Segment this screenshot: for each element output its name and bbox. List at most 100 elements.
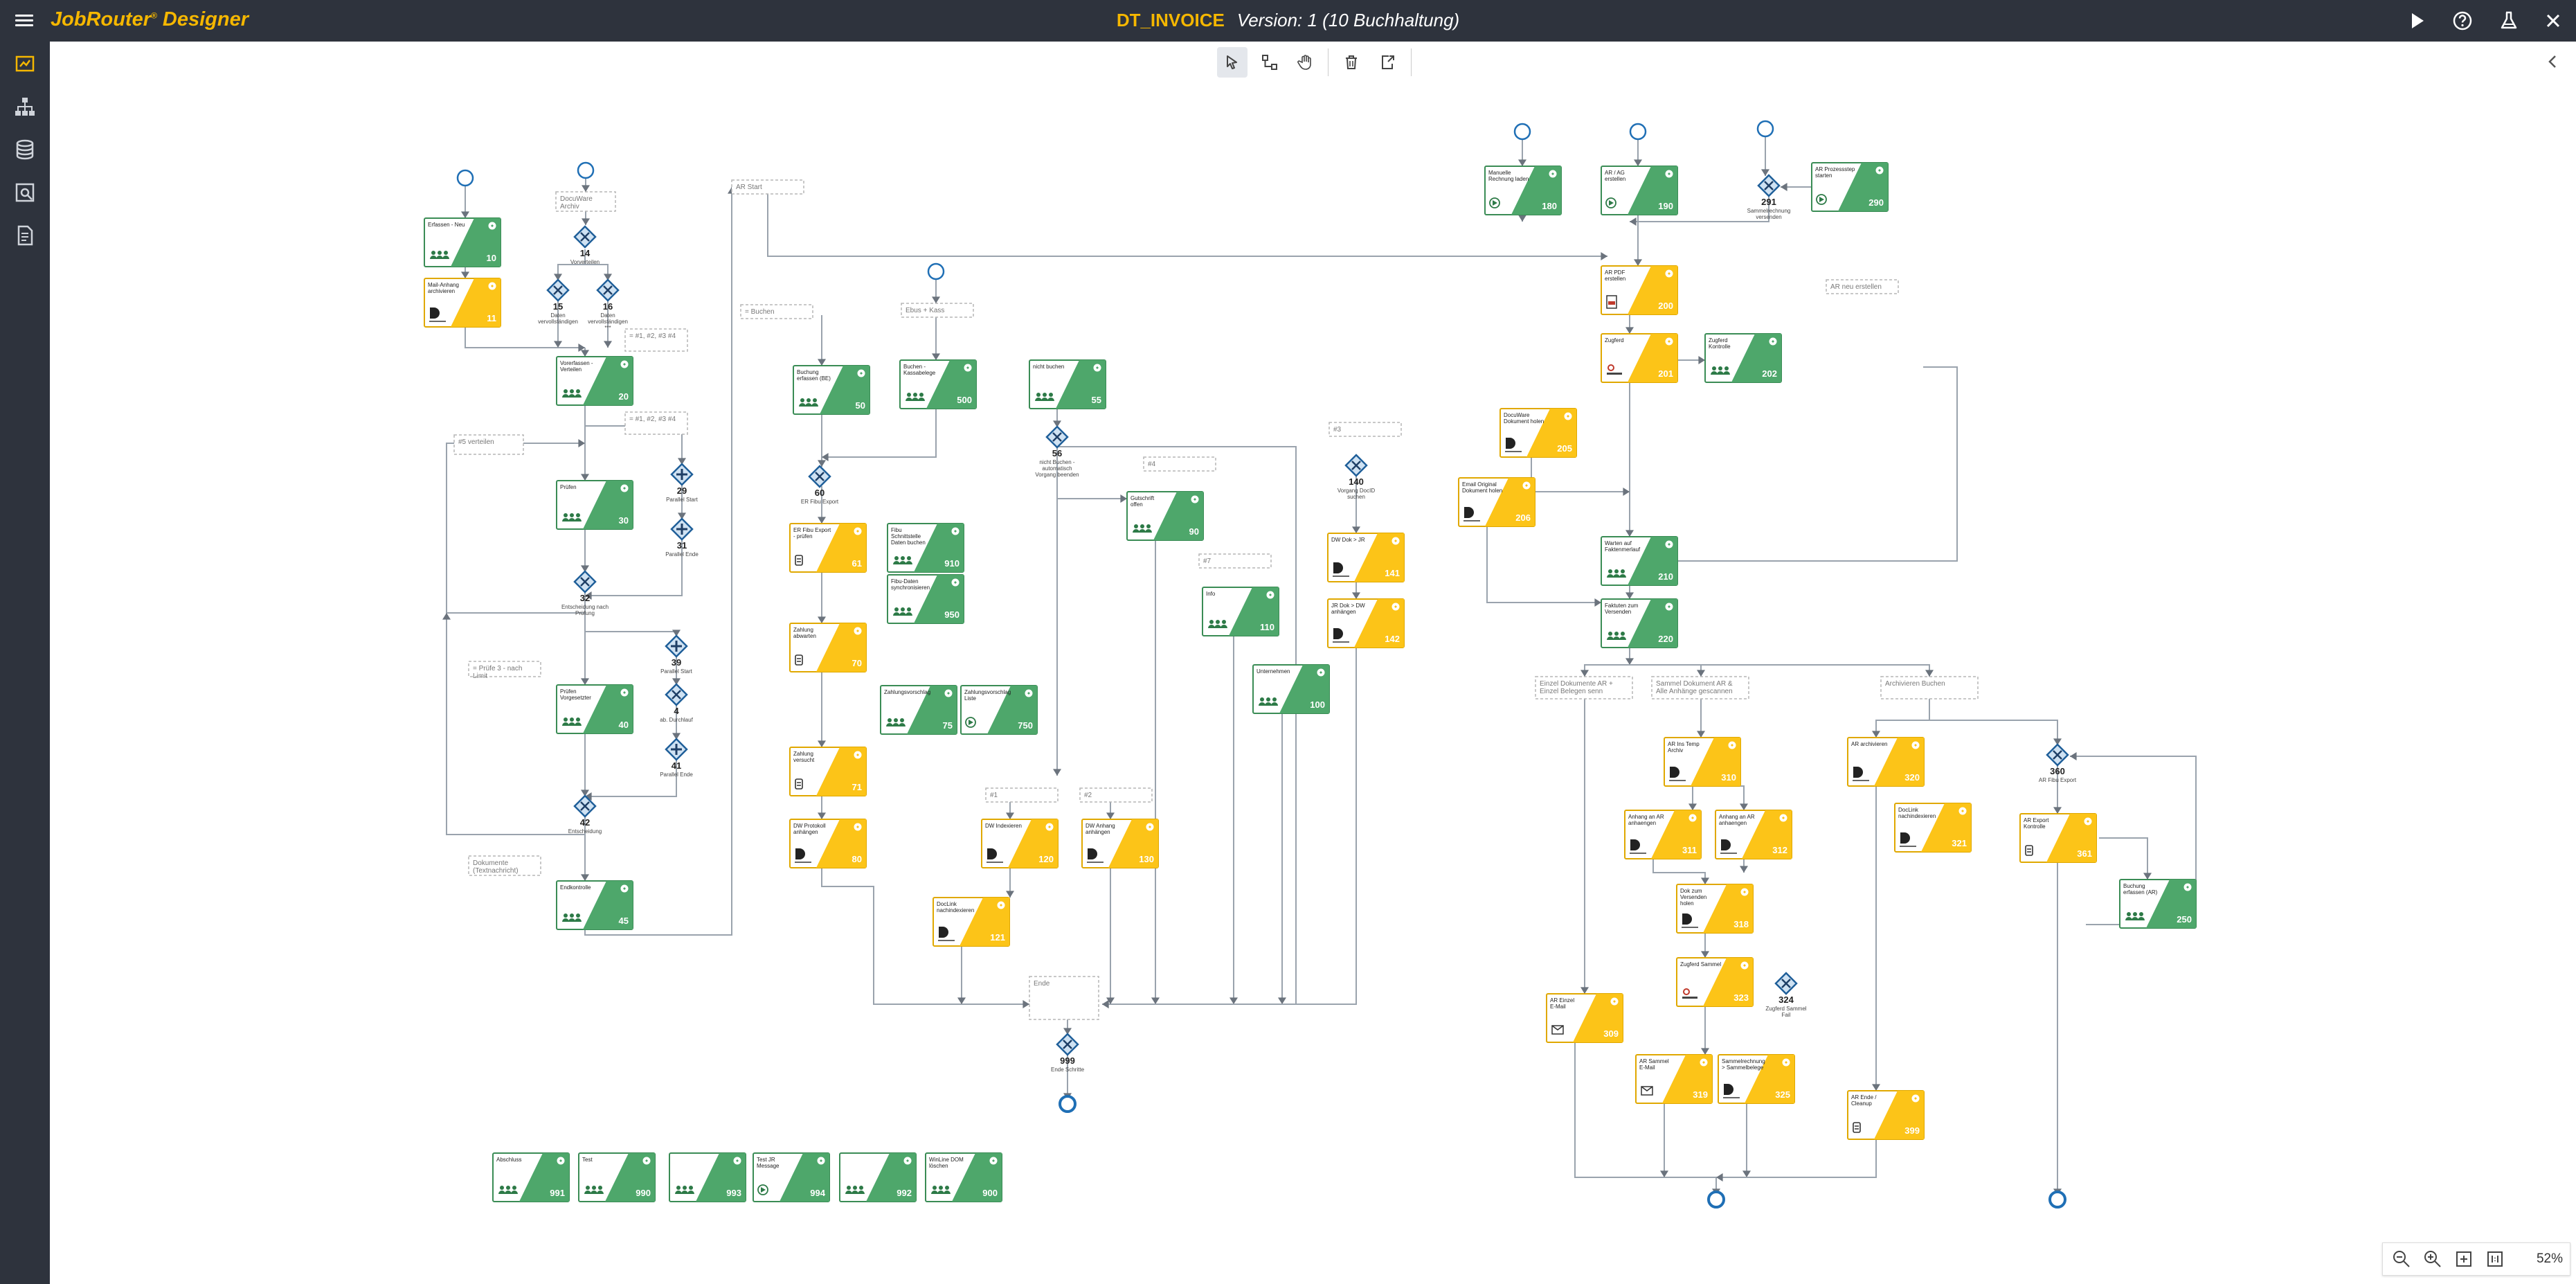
- end-event[interactable]: [2048, 1191, 2066, 1209]
- annotation-box[interactable]: #1: [985, 787, 1059, 803]
- annotation-box[interactable]: Einzel Dokumente AR +Einzel Belegen senn: [1535, 676, 1633, 699]
- database-icon[interactable]: [14, 139, 36, 161]
- step-120[interactable]: DW Indexieren 120: [981, 819, 1059, 868]
- step-201[interactable]: Zugferd 201: [1601, 333, 1678, 383]
- delete-tool-icon[interactable]: [1336, 47, 1367, 78]
- start-event[interactable]: [577, 161, 595, 179]
- play-icon[interactable]: [2406, 10, 2428, 32]
- annotation-box[interactable]: = #1, #2, #3 #4: [624, 328, 688, 352]
- close-icon[interactable]: [2542, 10, 2564, 32]
- start-event[interactable]: [1513, 123, 1531, 141]
- annotation-box[interactable]: #3: [1328, 422, 1402, 437]
- zoom-in-icon[interactable]: [2422, 1249, 2443, 1269]
- step-990[interactable]: Test 990: [578, 1152, 656, 1202]
- step-993[interactable]: 993: [669, 1152, 746, 1202]
- collapse-panel-icon[interactable]: [2544, 53, 2562, 71]
- annotation-box[interactable]: Ende: [1029, 976, 1099, 1020]
- fit-to-screen-icon[interactable]: [2453, 1249, 2474, 1269]
- actual-size-icon[interactable]: [2485, 1249, 2505, 1269]
- annotation-box[interactable]: Ebus + Kass: [901, 303, 974, 318]
- annotation-box[interactable]: Dokumente(Textnachricht): [468, 855, 541, 876]
- select-tool-icon[interactable]: [1217, 47, 1248, 78]
- annotation-box[interactable]: #5 verteilen: [453, 434, 524, 455]
- process-designer-icon[interactable]: [14, 53, 36, 75]
- annotation-box[interactable]: = Buchen: [740, 304, 813, 319]
- step-500[interactable]: Buchen -Kassabelege 500: [899, 359, 977, 409]
- step-399[interactable]: AR Ende /Cleanup 399: [1847, 1090, 1925, 1140]
- flask-icon[interactable]: [2498, 10, 2520, 32]
- zoom-out-icon[interactable]: [2391, 1249, 2412, 1269]
- hierarchy-icon[interactable]: [14, 96, 36, 118]
- menu-icon[interactable]: [15, 12, 33, 30]
- annotation-box[interactable]: AR Start: [731, 179, 804, 195]
- annotation-box[interactable]: #2: [1079, 787, 1153, 803]
- end-event[interactable]: [1707, 1191, 1725, 1209]
- step-992[interactable]: 992: [839, 1152, 917, 1202]
- step-55[interactable]: nicht buchen 55: [1029, 359, 1106, 409]
- end-event[interactable]: [1059, 1095, 1077, 1113]
- step-45[interactable]: Endkontrolle 45: [556, 880, 633, 930]
- step-141[interactable]: DW Dok > JR 141: [1327, 533, 1405, 582]
- annotation-box[interactable]: #7: [1198, 553, 1272, 569]
- help-icon[interactable]: [2451, 10, 2474, 32]
- step-30[interactable]: Prüfen 30: [556, 480, 633, 530]
- export-tool-icon[interactable]: [1372, 47, 1403, 78]
- gateway[interactable]: 4ab. Durchlauf: [660, 683, 694, 723]
- step-20[interactable]: Vorerfassen -Verteilen 20: [556, 356, 633, 406]
- start-event[interactable]: [456, 169, 474, 187]
- annotation-box[interactable]: Archivieren Buchen: [1880, 676, 1979, 699]
- process-canvas[interactable]: DocuWare Archiv = #1, #2, #3 #4 = #1, #2, #…: [50, 83, 2576, 1284]
- step-61[interactable]: ER Fibu Export- prüfen 61: [789, 523, 867, 573]
- start-event[interactable]: [927, 262, 945, 280]
- dialog-icon[interactable]: [14, 181, 36, 204]
- connect-tool-icon[interactable]: [1254, 47, 1285, 78]
- step-100[interactable]: Unternehmen 100: [1252, 664, 1330, 714]
